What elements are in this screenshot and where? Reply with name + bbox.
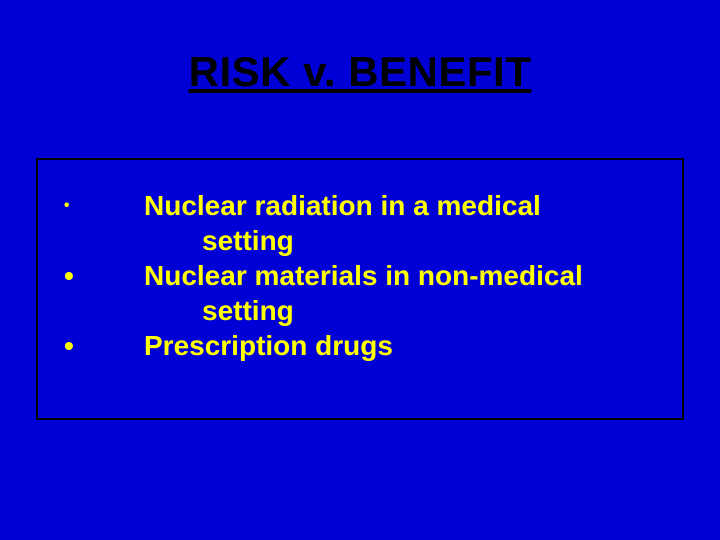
content-box: • Nuclear radiation in a medical setting… [36, 158, 684, 420]
bullet-row: • Prescription drugs [56, 328, 664, 363]
text-line: Nuclear materials in non-medical [144, 258, 664, 293]
slide: RISK v. BENEFIT • Nuclear radiation in a… [0, 0, 720, 540]
text-line: setting [144, 293, 664, 328]
bullet-text: Nuclear radiation in a medical setting [144, 188, 664, 258]
bullet-row: • Nuclear radiation in a medical setting [56, 188, 664, 258]
bullet-icon: • [56, 258, 144, 293]
bullet-text: Nuclear materials in non-medical setting [144, 258, 664, 328]
text-line: Prescription drugs [144, 328, 664, 363]
bullet-icon: • [56, 328, 144, 363]
bullet-text: Prescription drugs [144, 328, 664, 363]
text-line: Nuclear radiation in a medical [144, 188, 664, 223]
slide-title: RISK v. BENEFIT [0, 0, 720, 96]
text-line: setting [144, 223, 664, 258]
bullet-icon: • [56, 188, 144, 215]
bullet-row: • Nuclear materials in non-medical setti… [56, 258, 664, 328]
